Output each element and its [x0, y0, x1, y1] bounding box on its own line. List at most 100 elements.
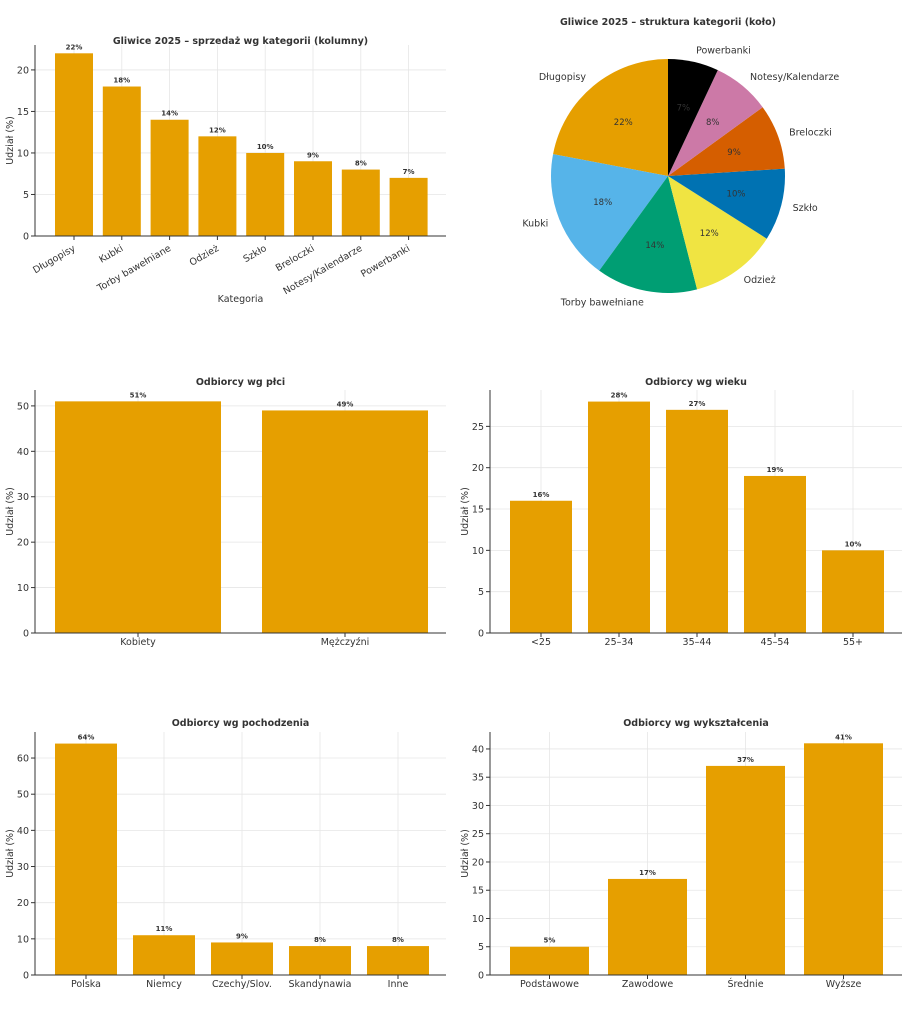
pie-slice — [668, 70, 763, 176]
x-tick-label: Średnie — [727, 978, 763, 990]
x-tick-label: Kobiety — [120, 637, 156, 648]
data-label: 49% — [337, 400, 354, 408]
data-label: 37% — [737, 756, 754, 764]
data-label: 41% — [835, 733, 852, 741]
y-tick-label: 15 — [472, 505, 484, 516]
pie-category-label: Breloczki — [789, 127, 832, 138]
bar-education — [608, 878, 687, 975]
bar-origin — [55, 743, 117, 975]
pie-pct-label: 22% — [614, 118, 633, 128]
pie-category-label: Powerbanki — [696, 45, 751, 56]
chart-cat_pie: 22% Długopisy 18% Kubki 14% Torby bawełniane 1… — [522, 17, 839, 308]
y-tick-label: 10 — [472, 546, 484, 557]
x-tick-label: Kubki — [97, 243, 125, 266]
x-tick-label: Skandynawia — [289, 979, 352, 990]
y-axis-label: Udział (%) — [5, 487, 16, 536]
data-label: 17% — [639, 869, 656, 877]
y-tick-label: 25 — [472, 829, 484, 840]
bar-cat_bar — [294, 161, 332, 236]
data-label: 8% — [392, 936, 404, 944]
y-tick-label: 30 — [17, 862, 29, 873]
data-label: 11% — [156, 925, 173, 933]
bar-cat_bar — [198, 136, 237, 236]
y-tick-label: 20 — [472, 857, 484, 868]
y-tick-label: 0 — [23, 971, 29, 982]
data-label: 5% — [544, 937, 556, 945]
pie-slice — [599, 176, 698, 293]
data-label: 10% — [257, 143, 274, 151]
x-tick-label: Inne — [388, 979, 409, 990]
y-tick-label: 40 — [17, 447, 29, 458]
pie-pct-label: 8% — [706, 118, 720, 128]
bar-education — [804, 743, 883, 975]
y-tick-label: 50 — [17, 790, 29, 801]
x-tick-label: Wyższe — [826, 979, 862, 990]
data-label: 64% — [78, 734, 95, 742]
pie-pct-label: 9% — [727, 148, 741, 158]
y-tick-label: 30 — [17, 492, 29, 503]
y-tick-label: 0 — [23, 629, 29, 640]
pie-pct-label: 7% — [677, 103, 691, 113]
pie-slice — [553, 59, 668, 176]
x-tick-label: Szkło — [242, 243, 269, 265]
bar-cat_bar — [246, 152, 285, 236]
chart-title: Gliwice 2025 – sprzedaż wg kategorii (ko… — [113, 36, 368, 47]
x-tick-label: Powerbanki — [359, 243, 412, 280]
data-label: 27% — [689, 400, 706, 408]
x-tick-label: Długopisy — [31, 243, 78, 276]
y-tick-label: 60 — [17, 754, 29, 765]
bar-education — [706, 765, 785, 975]
bar-age — [822, 550, 884, 633]
y-tick-label: 5 — [23, 190, 29, 201]
data-label: 9% — [307, 151, 319, 159]
data-label: 19% — [767, 466, 784, 474]
pie-category-label: Notesy/Kalendarze — [750, 72, 839, 83]
bar-education — [510, 946, 589, 975]
x-tick-label: Niemcy — [146, 979, 182, 990]
y-tick-label: 20 — [17, 65, 29, 76]
data-label: 8% — [314, 936, 326, 944]
data-label: 22% — [66, 43, 83, 51]
x-tick-label: 55+ — [843, 637, 863, 648]
bar-age — [666, 409, 728, 633]
pie-slice — [668, 107, 785, 176]
bar-age — [510, 500, 572, 633]
x-tick-label: Odzież — [188, 243, 221, 269]
pie-slice — [551, 154, 668, 271]
chart-title: Odbiorcy wg płci — [196, 377, 285, 388]
bar-gender — [262, 410, 428, 633]
bar-cat_bar — [341, 169, 380, 236]
x-tick-label: 45–54 — [761, 637, 790, 648]
x-tick-label: Polska — [71, 979, 101, 990]
bar-age — [744, 475, 806, 633]
x-tick-label: Czechy/Slov. — [212, 979, 272, 990]
pie-pct-label: 14% — [645, 241, 664, 251]
pie-category-label: Torby bawełniane — [560, 297, 644, 308]
y-axis-label: Udział (%) — [460, 487, 471, 536]
y-tick-label: 5 — [478, 942, 484, 953]
y-tick-label: 0 — [478, 971, 484, 982]
x-tick-label: Notesy/Kalendarze — [282, 243, 365, 297]
bar-origin — [133, 935, 195, 975]
x-tick-label: Mężczyźni — [321, 637, 370, 648]
y-tick-label: 20 — [17, 538, 29, 549]
pie-category-label: Odzież — [744, 275, 776, 286]
pie-category-label: Szkło — [793, 203, 818, 214]
bar-origin — [289, 946, 351, 975]
x-tick-label: Podstawowe — [520, 979, 579, 990]
y-tick-label: 35 — [472, 773, 484, 784]
pie-category-label: Kubki — [522, 218, 548, 229]
chart-title: Odbiorcy wg wykształcenia — [623, 718, 769, 729]
y-tick-label: 30 — [472, 801, 484, 812]
x-tick-label: Zawodowe — [622, 979, 674, 990]
bar-cat_bar — [55, 53, 93, 236]
data-label: 12% — [209, 126, 226, 134]
y-axis-label: Udział (%) — [5, 116, 16, 165]
data-label: 9% — [236, 932, 248, 940]
x-axis-label: Kategoria — [218, 294, 264, 305]
chart-title: Gliwice 2025 – struktura kategorii (koło… — [560, 17, 776, 28]
chart-title: Odbiorcy wg wieku — [645, 377, 747, 388]
y-tick-label: 10 — [17, 148, 29, 159]
pie-pct-label: 10% — [727, 189, 746, 199]
